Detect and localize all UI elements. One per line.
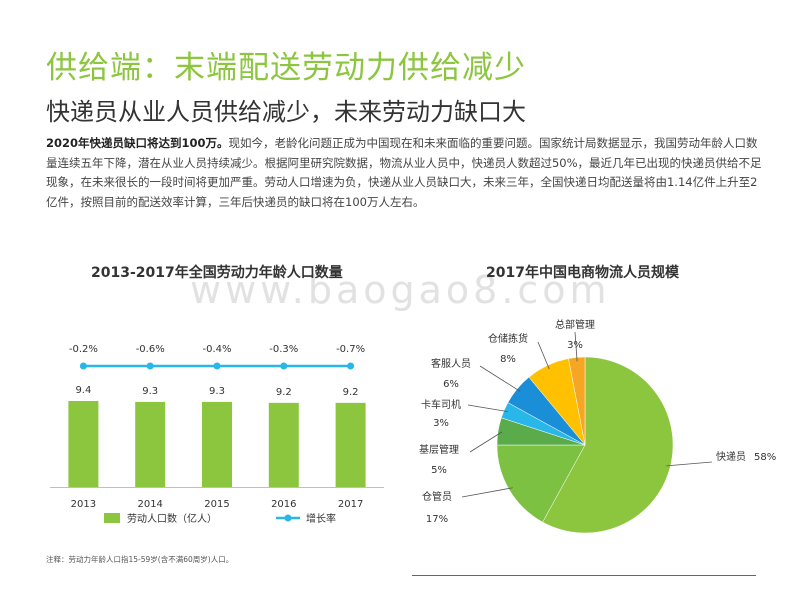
pie-label-name: 仓管员 xyxy=(422,490,452,503)
bar-2016 xyxy=(268,402,299,487)
pie-label-name: 客服人员 xyxy=(431,357,471,370)
pie-label-value: 8% xyxy=(500,354,516,365)
pie-leader-line xyxy=(469,431,503,453)
bar-value-label: 9.3 xyxy=(209,386,225,397)
legend-bar-swatch xyxy=(104,513,120,523)
watermark: www.baogao8.com xyxy=(190,268,611,312)
bar-2013 xyxy=(68,401,99,487)
pie-label-name: 快递员 xyxy=(716,450,746,463)
body-text: 现如今，老龄化问题正成为中国现在和未来面临的重要问题。国家统计局数据显示，我国劳… xyxy=(46,136,762,209)
growth-rate-label: -0.2% xyxy=(69,344,98,355)
x-tick-label: 2016 xyxy=(271,499,296,510)
x-tick-label: 2014 xyxy=(137,499,162,510)
pie-label-value: 5% xyxy=(431,465,447,476)
bar-2015 xyxy=(202,401,232,487)
growth-rate-point xyxy=(347,362,355,370)
x-tick-label: 2017 xyxy=(338,499,363,510)
body-lead: 2020年快递员缺口将达到100万。 xyxy=(46,136,229,150)
growth-rate-label: -0.4% xyxy=(202,344,231,355)
growth-rate-point xyxy=(280,362,288,370)
page-subtitle: 快递员从业人员供给减少，未来劳动力缺口大 xyxy=(46,98,526,126)
pie-label-name: 卡车司机 xyxy=(421,398,461,411)
pie-label-value: 6% xyxy=(443,379,459,390)
pie-leader-line xyxy=(574,331,578,362)
pie-label-name: 仓储拣货 xyxy=(488,332,528,345)
pie-label-value: 17% xyxy=(426,514,448,525)
pie-slice-3 xyxy=(500,402,586,446)
growth-rate-point xyxy=(213,362,221,370)
pie-leader-line xyxy=(467,404,508,413)
pie-slice-4 xyxy=(507,376,586,446)
growth-rate-label: -0.3% xyxy=(269,344,298,355)
bar-value-label: 9.2 xyxy=(276,387,292,398)
page-title: 供给端：末端配送劳动力供给减少 xyxy=(46,50,526,86)
growth-rate-point xyxy=(79,362,87,370)
legend-bar-label: 劳动人口数（亿人） xyxy=(127,512,217,525)
x-tick-label: 2013 xyxy=(71,499,96,510)
pie-leader-line xyxy=(479,365,521,392)
pie-slice-2 xyxy=(496,417,586,446)
pie-label-value: 3% xyxy=(433,418,449,429)
bar-value-label: 9.4 xyxy=(75,385,91,396)
legend-line-label: 增长率 xyxy=(306,512,336,525)
divider xyxy=(412,575,756,576)
growth-rate-label: -0.6% xyxy=(136,344,165,355)
pie-slice-0 xyxy=(542,356,674,534)
pie-leader-line xyxy=(537,341,550,370)
pie-leader-line xyxy=(461,487,513,498)
pie-slice-6 xyxy=(568,356,586,446)
legend-line-marker xyxy=(284,514,292,522)
pie-label-name: 基层管理 xyxy=(419,443,459,456)
pie-slice-5 xyxy=(528,358,586,446)
growth-rate-point xyxy=(146,362,154,370)
pie-label-name: 总部管理 xyxy=(555,318,595,331)
bar-2014 xyxy=(135,401,166,487)
pie-label-value: 3% xyxy=(567,340,583,351)
body-paragraph: 2020年快递员缺口将达到100万。现如今，老龄化问题正成为中国现在和未来面临的… xyxy=(46,134,766,212)
bar-value-label: 9.2 xyxy=(343,387,359,398)
bar-value-label: 9.3 xyxy=(142,386,158,397)
growth-rate-label: -0.7% xyxy=(336,344,365,355)
pie-label-value: 58% xyxy=(754,452,776,463)
bar-chart-title: 2013-2017年全国劳动力年龄人口数量 xyxy=(91,265,343,281)
pie-leader-line xyxy=(666,461,713,467)
footnote: 注释：劳动力年龄人口指15-59岁(含不满60周岁)人口。 xyxy=(46,555,234,564)
pie-slice-1 xyxy=(496,444,586,523)
bar-2017 xyxy=(335,402,366,487)
pie-chart-title: 2017年中国电商物流人员规模 xyxy=(486,265,679,281)
x-tick-label: 2015 xyxy=(204,499,229,510)
